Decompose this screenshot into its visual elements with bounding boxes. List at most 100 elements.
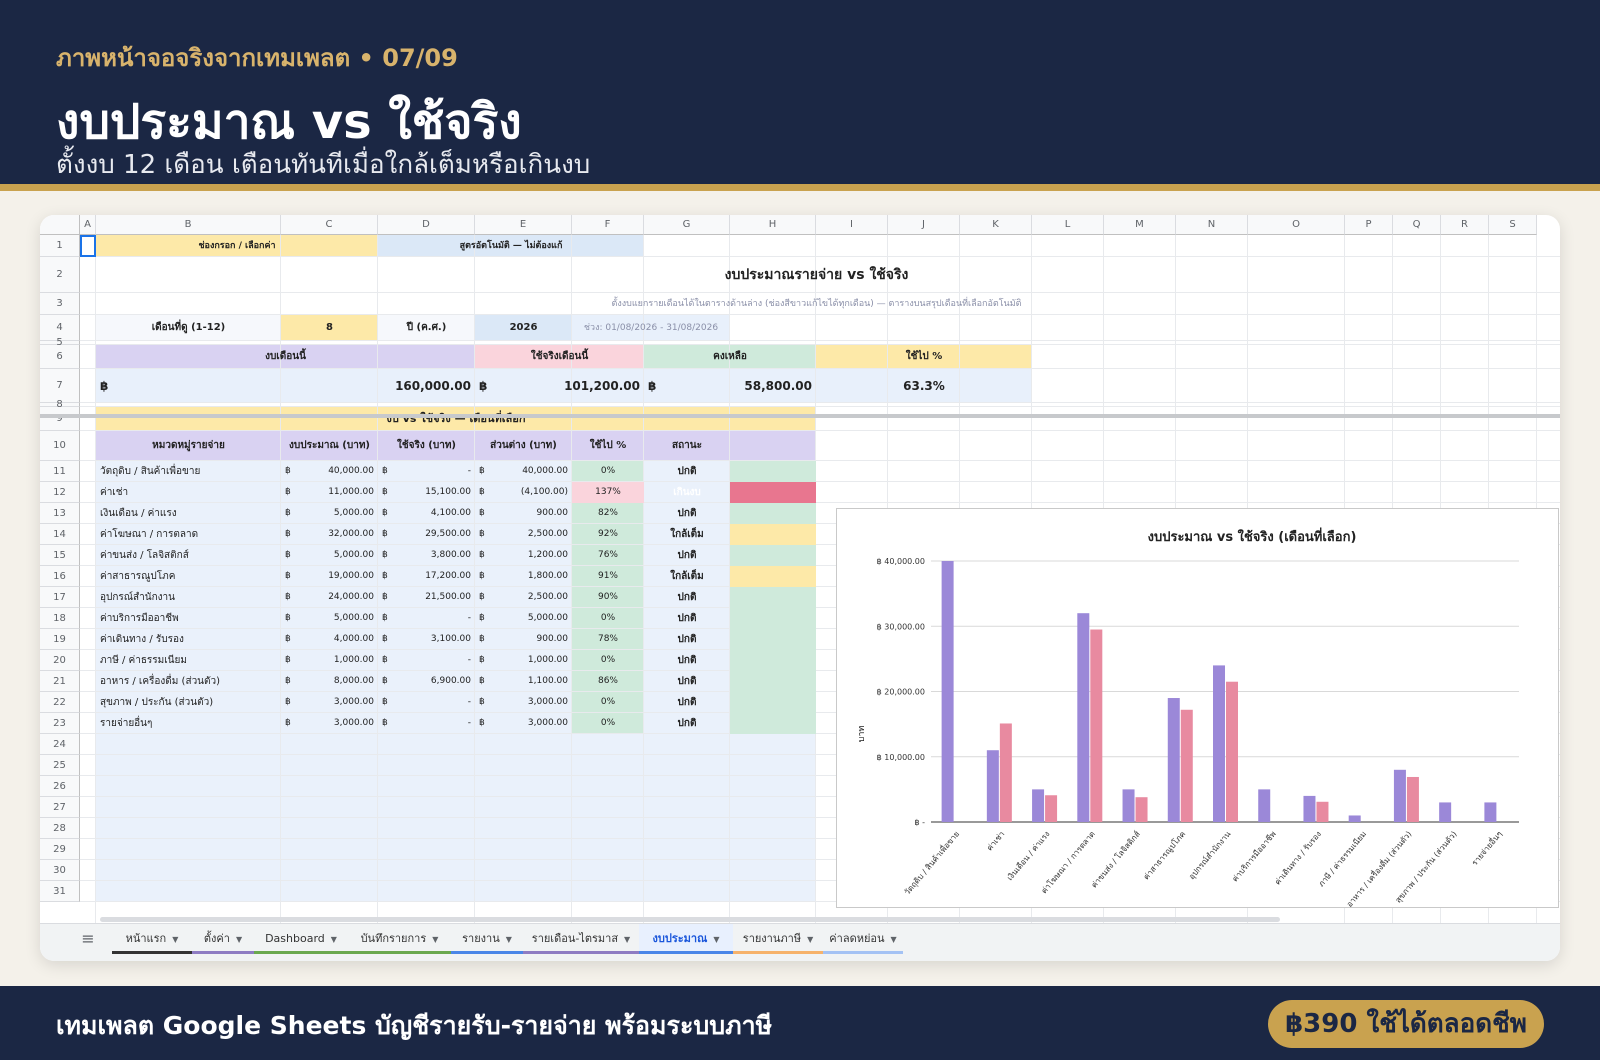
sheet-tab[interactable]: ค่าลดหย่อน ▼: [823, 924, 903, 954]
column-header[interactable]: E: [475, 215, 572, 235]
select-all-corner[interactable]: [40, 215, 80, 235]
row-header[interactable]: 31: [40, 881, 80, 902]
status-badge[interactable]: เกินงบ: [673, 487, 701, 498]
row-header[interactable]: 13: [40, 503, 80, 524]
row-header[interactable]: 24: [40, 734, 80, 755]
column-header[interactable]: Q: [1393, 215, 1441, 235]
currency-symbol[interactable]: ฿: [479, 676, 485, 686]
legend-formula-label[interactable]: สูตรอัตโนมัติ — ไม่ต้องแก้: [459, 241, 563, 251]
actual-cell[interactable]: 3,800.00: [430, 550, 471, 560]
column-header[interactable]: N: [1176, 215, 1248, 235]
used-percent-cell[interactable]: 0%: [600, 613, 616, 623]
category-cell[interactable]: ค่าเดินทาง / รับรอง: [100, 634, 184, 645]
budget-cell[interactable]: 5,000.00: [333, 613, 374, 623]
row-header[interactable]: 21: [40, 671, 80, 692]
status-badge[interactable]: ปกติ: [677, 634, 697, 645]
column-header[interactable]: G: [644, 215, 730, 235]
category-cell[interactable]: เงินเดือน / ค่าแรง: [100, 508, 177, 519]
currency-symbol[interactable]: ฿: [285, 634, 291, 644]
status-badge[interactable]: ใกล้เต็ม: [670, 571, 704, 582]
used-percent-cell[interactable]: 78%: [597, 634, 618, 644]
row-header[interactable]: 30: [40, 860, 80, 881]
budget-cell[interactable]: 5,000.00: [333, 508, 374, 518]
currency-symbol[interactable]: ฿: [382, 508, 388, 518]
category-cell[interactable]: ค่าเช่า: [100, 487, 129, 498]
column-header[interactable]: K: [960, 215, 1032, 235]
difference-cell[interactable]: (4,100.00): [520, 487, 568, 497]
category-cell[interactable]: ค่าโฆษณา / การตลาด: [100, 529, 199, 540]
currency-symbol[interactable]: ฿: [382, 592, 388, 602]
spent-month-value[interactable]: 101,200.00: [564, 379, 640, 393]
frozen-rows-divider[interactable]: [40, 414, 1560, 418]
tab-dropdown-icon[interactable]: ▼: [890, 935, 897, 944]
currency-symbol[interactable]: ฿: [479, 487, 485, 497]
status-badge[interactable]: ปกติ: [677, 655, 697, 666]
column-header[interactable]: J: [888, 215, 960, 235]
used-percent-cell[interactable]: 86%: [597, 676, 618, 686]
all-sheets-menu-icon[interactable]: ≡: [81, 929, 95, 948]
budget-cell[interactable]: 40,000.00: [328, 466, 374, 476]
budget-cell[interactable]: 19,000.00: [328, 571, 374, 581]
currency-symbol[interactable]: ฿: [648, 379, 657, 393]
currency-symbol[interactable]: ฿: [382, 529, 388, 539]
currency-symbol[interactable]: ฿: [479, 697, 485, 707]
status-badge[interactable]: ปกติ: [677, 697, 697, 708]
sheet-note[interactable]: ตั้งงบแยกรายเดือนได้ในตารางด้านล่าง (ช่อ…: [611, 299, 1022, 309]
date-range[interactable]: ช่วง: 01/08/2026 - 31/08/2026: [583, 323, 719, 333]
row-header[interactable]: 17: [40, 587, 80, 608]
table-header-cell[interactable]: ใช้ไป %: [589, 440, 627, 451]
currency-symbol[interactable]: ฿: [285, 676, 291, 686]
actual-cell[interactable]: -: [467, 697, 471, 707]
row-header[interactable]: 9: [40, 407, 80, 431]
budget-cell[interactable]: 3,000.00: [333, 718, 374, 728]
row-header[interactable]: 3: [40, 293, 80, 315]
category-cell[interactable]: อาหาร / เครื่องดื่ม (ส่วนตัว): [100, 676, 221, 687]
used-percent-cell[interactable]: 0%: [600, 697, 616, 707]
currency-symbol[interactable]: ฿: [382, 613, 388, 623]
actual-cell[interactable]: 3,100.00: [430, 634, 471, 644]
actual-cell[interactable]: 4,100.00: [430, 508, 471, 518]
currency-symbol[interactable]: ฿: [479, 529, 485, 539]
used-percent-cell[interactable]: 90%: [597, 592, 618, 602]
currency-symbol[interactable]: ฿: [382, 655, 388, 665]
currency-symbol[interactable]: ฿: [100, 379, 109, 393]
category-cell[interactable]: อุปกรณ์สำนักงาน: [100, 592, 175, 603]
remaining-header[interactable]: คงเหลือ: [713, 351, 747, 362]
actual-cell[interactable]: 15,100.00: [425, 487, 471, 497]
row-header[interactable]: 18: [40, 608, 80, 629]
status-badge[interactable]: ปกติ: [677, 613, 697, 624]
table-header-cell[interactable]: หมวดหมู่รายจ่าย: [152, 440, 225, 451]
difference-cell[interactable]: 2,500.00: [527, 529, 568, 539]
category-cell[interactable]: ค่าบริการมืออาชีพ: [100, 613, 179, 624]
used-percent-cell[interactable]: 91%: [597, 571, 618, 581]
sheet-title[interactable]: งบประมาณรายจ่าย vs ใช้จริง: [724, 267, 909, 283]
difference-cell[interactable]: 40,000.00: [522, 466, 568, 476]
tab-dropdown-icon[interactable]: ▼: [807, 935, 814, 944]
table-title[interactable]: งบ vs ใช้จริง — เดือนที่เลือก: [386, 412, 526, 425]
row-header[interactable]: 25: [40, 755, 80, 776]
used-percent-cell[interactable]: 0%: [600, 655, 616, 665]
column-header[interactable]: P: [1345, 215, 1393, 235]
tab-dropdown-icon[interactable]: ▼: [235, 935, 243, 944]
budget-month-header[interactable]: งบเดือนนี้: [265, 351, 306, 362]
budget-vs-actual-chart[interactable]: งบประมาณ vs ใช้จริง (เดือนที่เลือก) บาท …: [836, 508, 1559, 909]
difference-cell[interactable]: 3,000.00: [527, 697, 568, 707]
currency-symbol[interactable]: ฿: [382, 571, 388, 581]
budget-cell[interactable]: 3,000.00: [333, 697, 374, 707]
category-cell[interactable]: วัตถุดิบ / สินค้าเพื่อขาย: [100, 466, 201, 477]
row-header[interactable]: 28: [40, 818, 80, 839]
currency-symbol[interactable]: ฿: [479, 508, 485, 518]
horizontal-scrollbar[interactable]: [100, 917, 1280, 922]
sheet-tab[interactable]: รายงาน ▼: [451, 924, 523, 954]
currency-symbol[interactable]: ฿: [479, 466, 485, 476]
currency-symbol[interactable]: ฿: [479, 550, 485, 560]
budget-month-value[interactable]: 160,000.00: [395, 379, 471, 393]
column-header[interactable]: S: [1489, 215, 1537, 235]
currency-symbol[interactable]: ฿: [285, 571, 291, 581]
difference-cell[interactable]: 1,000.00: [527, 655, 568, 665]
row-header[interactable]: 15: [40, 545, 80, 566]
table-header-cell[interactable]: ใช้จริง (บาท): [397, 440, 456, 451]
actual-cell[interactable]: -: [467, 718, 471, 728]
column-header[interactable]: A: [80, 215, 96, 235]
actual-cell[interactable]: -: [467, 466, 471, 476]
